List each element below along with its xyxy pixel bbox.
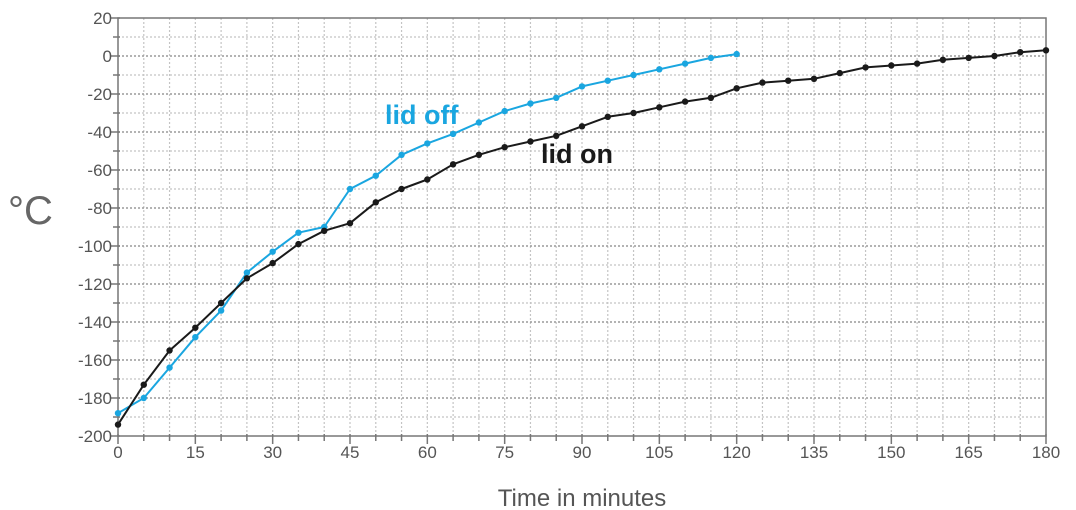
data-point-lid-on [166,347,173,354]
x-tick-label: 180 [1032,443,1060,462]
y-tick-label: -140 [78,313,112,332]
data-point-lid-on [269,259,276,267]
data-point-lid-on [527,138,534,145]
data-point-lid-on [295,240,302,248]
x-tick-label: 60 [418,443,437,462]
data-point-lid-on [398,185,405,193]
data-point-lid-on [217,299,225,307]
data-point-lid-on [243,275,251,282]
data-point-lid-on [346,220,354,227]
data-point-lid-on [810,75,818,83]
x-tick-label: 105 [645,443,673,462]
data-point-lid-off [656,66,663,73]
data-point-lid-off [140,394,147,402]
data-point-lid-off [707,54,715,62]
data-point-lid-off [166,364,173,371]
data-point-lid-on [501,144,508,151]
x-tick-label: 45 [341,443,360,462]
data-point-lid-on [836,69,843,77]
data-point-lid-on [321,227,328,234]
y-tick-label: 0 [103,47,112,66]
data-point-lid-off [114,410,122,417]
data-point-lid-on [656,104,663,111]
y-tick-label: -80 [87,199,112,218]
y-tick-label: -20 [87,85,112,104]
x-axis-title: Time in minutes [498,485,667,510]
data-point-lid-off [269,248,276,255]
data-point-lid-off [295,229,302,236]
data-point-lid-on [1017,49,1024,56]
y-tick-label: 20 [93,9,112,28]
data-point-lid-on [785,77,792,84]
x-tick-label: 0 [113,443,122,462]
x-tick-label: 15 [186,443,205,462]
data-point-lid-on [681,98,689,105]
data-point-lid-off [553,94,560,102]
data-point-lid-off [243,269,251,276]
data-point-lid-on [965,54,972,62]
data-point-lid-on [192,324,199,331]
data-point-lid-on [888,62,895,69]
y-tick-label: -60 [87,161,112,180]
y-tick-label: -120 [78,275,112,294]
y-tick-labels: 20 0 -20 -40 -60 -80 -100 -120 -140 -160 -180 -200 [78,9,112,446]
data-point-lid-off [501,107,508,115]
data-point-lid-off [217,307,225,314]
data-point-lid-on [759,79,766,86]
y-tick-label: -40 [87,123,112,142]
x-tick-label: 150 [877,443,905,462]
x-tick-labels: 0 15 30 45 60 75 90 105 120 135 150 165 180 [113,443,1060,462]
data-point-lid-on [553,132,560,139]
data-point-lid-on [140,381,147,388]
grid [118,18,1046,436]
data-point-lid-off [733,50,740,58]
y-tick-label: -180 [78,389,112,408]
data-point-lid-on [449,161,457,168]
data-point-lid-on [424,176,431,183]
data-point-lid-off [398,151,405,158]
data-point-lid-off [449,130,457,138]
series-points [114,47,1050,428]
data-point-lid-off [630,71,637,79]
data-point-lid-on [862,64,869,71]
data-point-lid-off [372,172,379,179]
x-tick-label: 75 [495,443,514,462]
y-tick-label: -160 [78,351,112,370]
data-point-lid-off [475,119,483,126]
data-point-lid-on [707,94,715,102]
y-tick-label: -200 [78,427,112,446]
data-point-lid-on [630,109,637,117]
x-tick-label: 120 [722,443,750,462]
x-tick-label: 30 [263,443,282,462]
x-tick-label: 90 [573,443,592,462]
data-point-lid-on [733,85,740,92]
y-tick-label: -100 [78,237,112,256]
data-point-lid-off [681,60,689,67]
data-point-lid-off [346,185,354,193]
series-label-lid-off: lid off [385,100,459,130]
data-point-lid-off [192,334,199,341]
data-point-lid-on [475,151,483,158]
data-point-lid-on [372,199,379,206]
x-tick-label: 165 [954,443,982,462]
tick-marks [110,17,1047,444]
data-point-lid-on [1042,47,1050,54]
data-point-lid-on [114,421,122,428]
data-point-lid-on [604,113,611,121]
x-tick-label: 135 [800,443,828,462]
data-point-lid-off [604,77,611,84]
data-point-lid-off [424,140,431,147]
data-point-lid-on [991,52,998,60]
data-point-lid-off [578,83,586,90]
data-point-lid-off [527,100,534,107]
data-point-lid-on [939,56,947,63]
data-point-lid-on [578,123,586,130]
data-point-lid-on [913,60,921,67]
series-label-lid-on: lid on [541,139,613,169]
plot-frame [117,17,1047,437]
y-axis-title: °C [8,189,53,233]
